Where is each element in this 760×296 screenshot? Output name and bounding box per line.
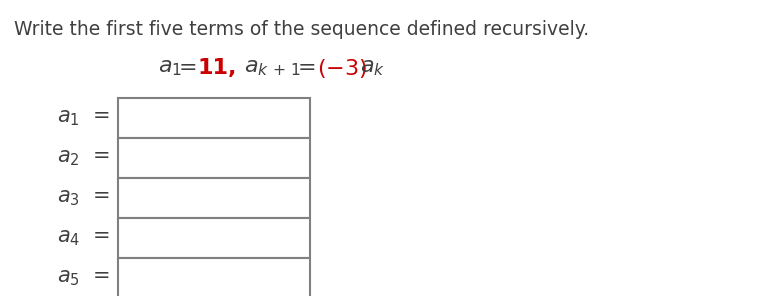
Bar — [118, 178, 310, 218]
Text: $a_5$  =: $a_5$ = — [57, 268, 110, 288]
Text: $a_{k\,+\,1}$: $a_{k\,+\,1}$ — [244, 58, 301, 78]
Text: $a_3$  =: $a_3$ = — [57, 188, 110, 208]
Text: $a_4$  =: $a_4$ = — [57, 228, 110, 248]
Text: =: = — [298, 58, 317, 78]
Text: 11,: 11, — [198, 58, 237, 78]
Text: $a_1$: $a_1$ — [158, 58, 182, 78]
Text: $(-3)$: $(-3)$ — [317, 57, 367, 80]
Text: $a_2$  =: $a_2$ = — [57, 148, 110, 168]
Bar — [118, 138, 310, 178]
Text: $a_1$  =: $a_1$ = — [57, 108, 110, 128]
Text: =: = — [179, 58, 198, 78]
Text: Write the first five terms of the sequence defined recursively.: Write the first five terms of the sequen… — [14, 20, 589, 39]
Bar — [118, 258, 310, 296]
Text: $a_k$: $a_k$ — [360, 58, 385, 78]
Bar — [118, 218, 310, 258]
Bar — [118, 98, 310, 138]
